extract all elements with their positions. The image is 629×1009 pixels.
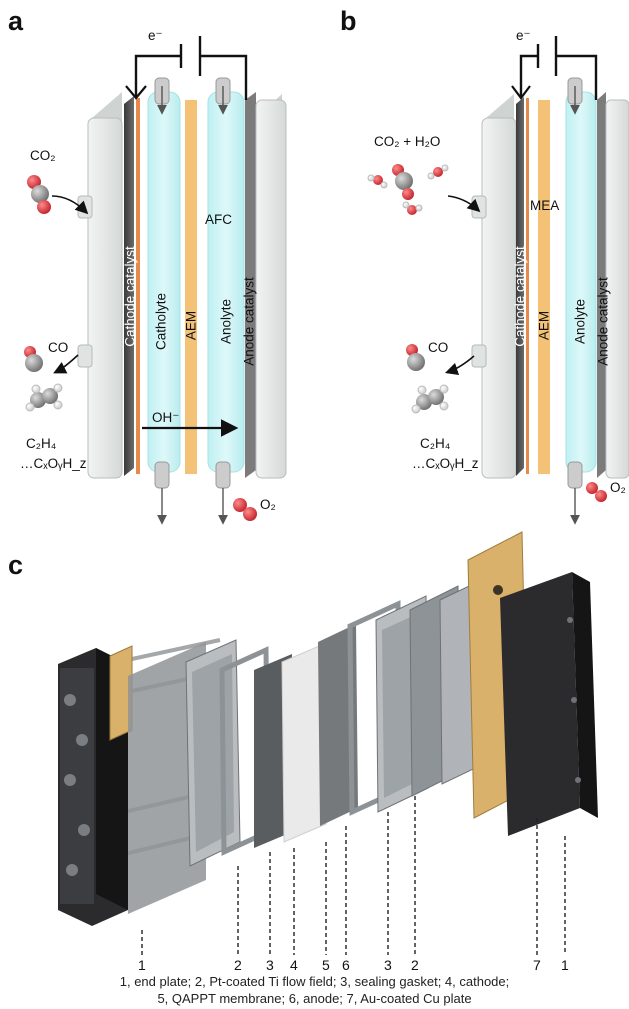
co-label-a: CO [48, 340, 69, 355]
legend-line-1: 1, end plate; 2, Pt-coated Ti flow field… [119, 974, 510, 989]
o2-molecule-b-icon [586, 482, 607, 502]
panel-b-cell [444, 36, 629, 525]
cathode-catalyst-label-a: Cathode catalyst [122, 246, 138, 347]
co2-h2o-label: CO₂ + H₂O [374, 134, 441, 149]
panel-a-letter: a [8, 6, 24, 36]
co-label-b: CO [428, 340, 449, 355]
afc-label: AFC [205, 212, 232, 227]
aem-label-b: AEM [536, 310, 552, 341]
o2-molecule-icon [233, 498, 257, 521]
ethylene-molecule-icon [25, 383, 63, 412]
panel-c-letter: c [8, 550, 24, 580]
part-number-1b: 1 [561, 957, 569, 973]
co-molecule-b-icon [406, 344, 425, 371]
anolyte-label-b: Anolyte [572, 298, 588, 345]
cxoyhz-label-a: …CₓOᵧH_z [20, 456, 87, 471]
part-number-2: 2 [234, 957, 242, 973]
aem-label-a: AEM [183, 310, 199, 341]
legend-line-2: 5, QAPPT membrane; 6, anode; 7, Au-coate… [157, 991, 472, 1006]
part-number-6: 6 [342, 957, 350, 973]
part-number-3: 3 [266, 957, 274, 973]
co2-label: CO₂ [30, 148, 56, 163]
ethylene-molecule-b-icon [411, 384, 449, 414]
electron-label-a: e⁻ [148, 28, 163, 43]
cxoyhz-label-b: …CₓOᵧH_z [412, 456, 479, 471]
co2-molecule-icon [27, 175, 51, 214]
co2-h2o-molecules-icon [367, 164, 449, 215]
catholyte-label: Catholyte [153, 292, 169, 351]
c2h4-label-a: C₂H₄ [26, 436, 57, 451]
exploded-cell-stack [58, 531, 598, 926]
o2-label-b: O₂ [610, 480, 626, 495]
anode-catalyst-label-b: Anode catalyst [595, 277, 611, 366]
co-molecule-icon [24, 346, 43, 372]
anolyte-label-a: Anolyte [218, 298, 234, 345]
c2h4-label-b: C₂H₄ [420, 436, 451, 451]
panel-a-cell [51, 36, 287, 525]
hydroxide-label: OH⁻ [152, 410, 180, 425]
part-number-5: 5 [322, 957, 330, 973]
part-number-2b: 2 [411, 957, 419, 973]
panel-b-letter: b [340, 6, 357, 36]
leader-lines [141, 796, 566, 955]
part-number-4: 4 [290, 957, 298, 973]
mea-label: MEA [530, 198, 560, 213]
cathode-catalyst-label-b: Cathode catalyst [512, 246, 528, 347]
anode-catalyst-label-a: Anode catalyst [241, 277, 257, 366]
o2-label-a: O₂ [260, 497, 276, 512]
part-number-7: 7 [533, 957, 541, 973]
part-number-1: 1 [138, 957, 146, 973]
part-number-3b: 3 [384, 957, 392, 973]
electron-label-b: e⁻ [516, 28, 531, 43]
